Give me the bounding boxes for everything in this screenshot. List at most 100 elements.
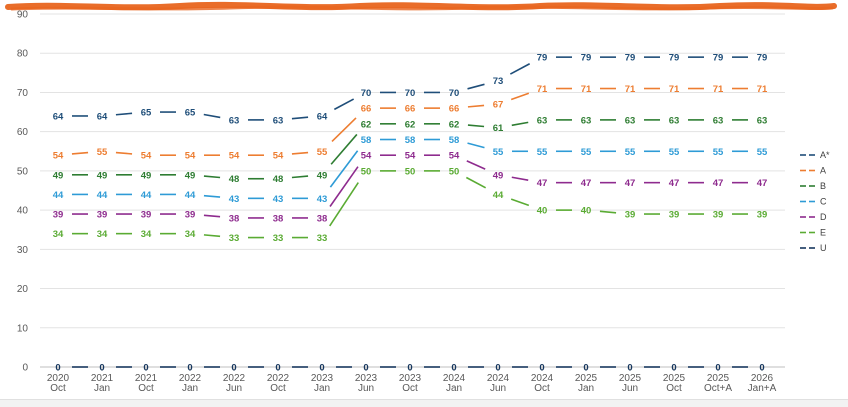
data-label: 54 xyxy=(449,151,460,162)
data-label: 71 xyxy=(757,84,768,95)
series-segment xyxy=(291,116,309,120)
data-label: 64 xyxy=(97,111,108,122)
x-tick-label-year: 2023 xyxy=(311,373,334,384)
data-label: 66 xyxy=(361,104,372,115)
data-label: 47 xyxy=(713,178,724,189)
data-label: 64 xyxy=(53,111,64,122)
data-label: 49 xyxy=(53,170,64,181)
data-label: 0 xyxy=(583,363,588,374)
series-segment xyxy=(331,117,357,143)
data-label: 58 xyxy=(405,135,416,146)
data-label: 0 xyxy=(187,363,192,374)
legend-label: C xyxy=(820,197,827,207)
data-label: 0 xyxy=(451,363,456,374)
data-label: 39 xyxy=(97,210,108,221)
data-label: 0 xyxy=(275,363,280,374)
legend-label: D xyxy=(820,212,827,222)
data-label: 62 xyxy=(405,119,416,130)
series-segment xyxy=(467,83,485,90)
legend-item-A*: A* xyxy=(800,150,830,160)
x-tick-label-year: 2021 xyxy=(91,373,114,384)
data-label: 47 xyxy=(537,178,548,189)
series-segment xyxy=(329,150,359,188)
data-label: 66 xyxy=(405,104,416,115)
series-segment xyxy=(333,98,355,111)
data-label: 54 xyxy=(141,151,152,162)
series-segment xyxy=(599,210,617,214)
data-label: 55 xyxy=(757,147,768,158)
x-tick-label-period: Jan xyxy=(446,383,462,394)
x-tick-label-period: Oct xyxy=(50,383,66,394)
data-label: 50 xyxy=(449,166,460,177)
data-label: 55 xyxy=(317,147,328,158)
data-label: 0 xyxy=(627,363,632,374)
legend-label: B xyxy=(820,181,826,191)
data-label: 50 xyxy=(405,166,416,177)
legend-item-U: U xyxy=(800,243,827,253)
data-label: 44 xyxy=(493,190,504,201)
data-label: 34 xyxy=(141,229,152,240)
data-label: 66 xyxy=(449,104,460,115)
data-label: 44 xyxy=(141,190,152,201)
x-tick-label-year: 2023 xyxy=(399,373,422,384)
y-tick-label: 90 xyxy=(17,10,29,21)
x-tick-label-year: 2025 xyxy=(707,373,730,384)
series-segment xyxy=(511,121,529,127)
x-tick-label-period: Jan xyxy=(94,383,110,394)
x-tick-label-year: 2024 xyxy=(487,373,510,384)
x-tick-label-period: Jun xyxy=(490,383,506,394)
data-label: 67 xyxy=(493,100,504,111)
data-label: 71 xyxy=(713,84,724,95)
x-tick-label-period: Oct xyxy=(666,383,682,394)
series-segment xyxy=(291,151,309,155)
data-label: 0 xyxy=(495,363,500,374)
data-label: 43 xyxy=(229,194,240,205)
data-label: 63 xyxy=(713,115,724,126)
data-label: 70 xyxy=(405,88,416,99)
data-label: 34 xyxy=(97,229,108,240)
legend-label: A* xyxy=(820,150,830,160)
data-label: 40 xyxy=(537,206,548,217)
legend-item-A: A xyxy=(800,166,826,176)
data-label: 38 xyxy=(229,213,240,224)
x-tick-label-period: Jan xyxy=(182,383,198,394)
data-label: 79 xyxy=(713,53,724,64)
data-label: 54 xyxy=(229,151,240,162)
data-label: 70 xyxy=(361,88,372,99)
data-label: 0 xyxy=(407,363,412,374)
series-segment xyxy=(203,234,221,238)
x-tick-label-period: Jun xyxy=(226,383,242,394)
legend-label: E xyxy=(820,228,826,238)
legend-label: U xyxy=(820,243,827,253)
data-label: 54 xyxy=(361,151,372,162)
series-segment xyxy=(467,124,485,128)
data-label: 39 xyxy=(185,210,196,221)
data-label: 47 xyxy=(757,178,768,189)
data-label: 0 xyxy=(539,363,544,374)
top-scribble-decoration xyxy=(5,1,837,11)
data-label: 71 xyxy=(669,84,680,95)
data-label: 54 xyxy=(405,151,416,162)
x-tick-label-period: Oct+A xyxy=(704,383,732,394)
data-label: 33 xyxy=(273,233,284,244)
series-A* xyxy=(72,56,748,121)
x-tick-label-year: 2026 xyxy=(751,373,774,384)
data-label: 55 xyxy=(493,147,504,158)
x-tick-label-year: 2024 xyxy=(531,373,554,384)
data-label: 0 xyxy=(715,363,720,374)
data-label: 39 xyxy=(757,210,768,221)
series-segment xyxy=(465,176,487,189)
x-tick-label-period: Oct xyxy=(402,383,418,394)
data-label: 54 xyxy=(273,151,284,162)
data-label: 0 xyxy=(671,363,676,374)
x-tick-label-year: 2024 xyxy=(443,373,466,384)
series-segment xyxy=(115,151,133,155)
data-label: 63 xyxy=(581,115,592,126)
series-segment xyxy=(329,166,359,207)
data-label: 79 xyxy=(669,53,680,64)
series-segment xyxy=(466,160,486,170)
data-label: 44 xyxy=(185,190,196,201)
data-label: 33 xyxy=(317,233,328,244)
x-tick-label-period: Jun xyxy=(622,383,638,394)
